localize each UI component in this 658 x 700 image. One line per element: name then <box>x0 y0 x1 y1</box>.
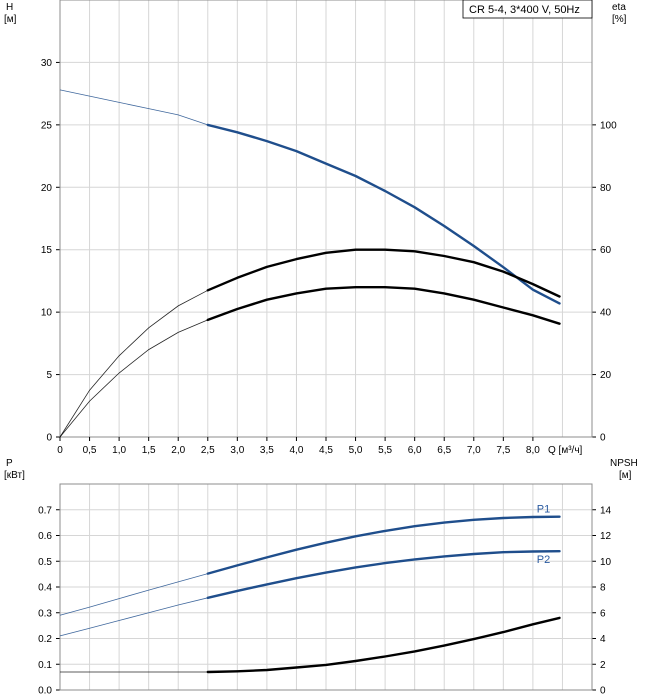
top-right-tick-label-2: 40 <box>600 308 612 319</box>
bottom-right-tick-label-7: 14 <box>600 505 612 516</box>
bottom-left-tick-label-7: 0.7 <box>38 505 52 516</box>
top-x-tick-label-14: 7,0 <box>467 445 481 456</box>
bottom-left-tick-label-3: 0.3 <box>38 608 52 619</box>
bottom-right-axis-unit: [м] <box>619 470 632 481</box>
top-x-tick-label-11: 5,5 <box>378 445 392 456</box>
bottom-left-axis-title: P <box>6 458 13 469</box>
top-left-tick-label-2: 10 <box>41 308 53 319</box>
legend-text: CR 5-4, 3*400 V, 50Hz <box>469 4 580 16</box>
top-left-tick-label-5: 25 <box>41 120 53 131</box>
bottom-left-tick-label-4: 0.4 <box>38 583 52 594</box>
top-right-tick-label-3: 60 <box>600 245 612 256</box>
top-x-tick-label-3: 1,5 <box>142 445 156 456</box>
top-series-2-line <box>206 286 561 325</box>
bottom-right-tick-label-3: 6 <box>600 608 606 619</box>
bottom-series-1-line <box>206 550 561 599</box>
top-x-tick-label-5: 2,5 <box>201 445 215 456</box>
bottom-right-tick-label-5: 10 <box>600 557 612 568</box>
legend: CR 5-4, 3*400 V, 50Hz <box>462 0 593 19</box>
bottom-series-label-p2: P2 <box>537 554 550 566</box>
top-right-axis-title: eta <box>612 2 626 13</box>
bottom-series-2-line <box>206 616 561 674</box>
bottom-left-tick-label-2: 0.2 <box>38 634 52 645</box>
top-left-tick-label-0: 0 <box>46 433 52 444</box>
bottom-left-tick-label-5: 0.5 <box>38 557 52 568</box>
bottom-series-1-extrapolated-line <box>59 597 208 637</box>
top-x-tick-label-1: 0,5 <box>83 445 97 456</box>
top-right-tick-label-5: 100 <box>600 120 617 131</box>
top-series-2-extrapolated-line <box>59 319 208 438</box>
top-series-0-line <box>206 123 561 305</box>
bottom-left-tick-label-6: 0.6 <box>38 531 52 542</box>
bottom-right-axis-title: NPSH <box>610 458 638 469</box>
top-x-tick-label-0: 0 <box>57 445 63 456</box>
bottom-left-axis-unit: [кВт] <box>4 470 25 481</box>
bottom-series-label-p1: P1 <box>537 504 550 516</box>
top-x-tick-label-9: 4,5 <box>319 445 333 456</box>
top-right-axis-unit: [%] <box>612 14 627 25</box>
top-left-tick-label-1: 5 <box>46 370 52 381</box>
top-left-tick-label-4: 20 <box>41 183 53 194</box>
top-series-1-extrapolated-line <box>59 289 208 438</box>
bottom-right-tick-label-1: 2 <box>600 660 606 671</box>
top-x-tick-label-6: 3,0 <box>230 445 244 456</box>
top-x-tick-label-8: 4,0 <box>289 445 303 456</box>
top-x-tick-label-7: 3,5 <box>260 445 274 456</box>
bottom-series-0-line <box>206 515 561 575</box>
top-x-tick-label-12: 6,0 <box>408 445 422 456</box>
bottom-right-tick-label-6: 12 <box>600 531 612 542</box>
bottom-series-0-extrapolated-line <box>59 573 208 616</box>
top-left-axis-unit: [м] <box>4 14 17 25</box>
top-right-tick-label-4: 80 <box>600 183 612 194</box>
top-x-tick-label-15: 7,5 <box>496 445 510 456</box>
top-left-tick-label-6: 30 <box>41 58 53 69</box>
top-left-axis-title: H <box>6 2 13 13</box>
top-left-tick-label-3: 15 <box>41 245 53 256</box>
top-x-tick-label-16: 8,0 <box>526 445 540 456</box>
top-series-1-line <box>206 248 561 298</box>
top-x-tick-label-2: 1,0 <box>112 445 126 456</box>
top-right-tick-label-0: 0 <box>600 433 606 444</box>
bottom-left-tick-label-1: 0.1 <box>38 660 52 671</box>
top-series-0-extrapolated-line <box>59 89 208 126</box>
bottom-right-tick-label-4: 8 <box>600 583 606 594</box>
bottom-right-tick-label-2: 4 <box>600 634 606 645</box>
legend-box <box>462 0 593 19</box>
bottom-left-tick-label-0: 0.0 <box>38 686 52 697</box>
top-x-tick-label-10: 5,0 <box>349 445 363 456</box>
bottom-right-tick-label-0: 0 <box>600 686 606 697</box>
top-x-axis-title: Q [м³/ч] <box>548 445 583 456</box>
top-right-tick-label-1: 20 <box>600 370 612 381</box>
top-x-tick-label-13: 6,5 <box>437 445 451 456</box>
top-x-tick-label-4: 2,0 <box>171 445 185 456</box>
bottom-plot-frame <box>59 483 593 691</box>
